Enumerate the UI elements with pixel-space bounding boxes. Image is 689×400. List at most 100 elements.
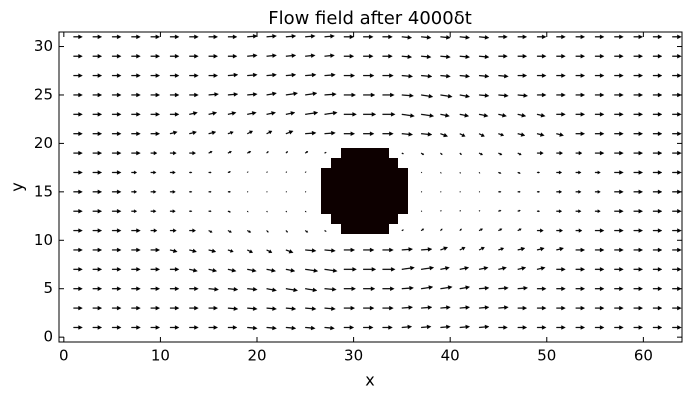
arrow [111, 92, 122, 98]
arrow [459, 285, 471, 290]
arrow [614, 73, 624, 78]
arrow [227, 72, 239, 78]
arrow [189, 171, 193, 174]
arrow [459, 54, 471, 59]
arrow [440, 266, 450, 271]
arrow [420, 152, 425, 156]
arrow [498, 171, 502, 174]
arrow [633, 305, 644, 311]
arrow [478, 285, 490, 291]
arrow [439, 210, 442, 212]
arrow [208, 325, 219, 330]
arrow [401, 324, 413, 330]
arrow [594, 325, 605, 330]
arrow [382, 73, 394, 78]
arrow [189, 92, 199, 98]
x-tick-label: 40 [441, 347, 460, 365]
arrow [227, 171, 232, 174]
arrow [517, 305, 528, 311]
arrow [672, 247, 682, 253]
arrow [363, 53, 374, 59]
arrow [440, 132, 449, 138]
arrow [517, 73, 528, 78]
x-tick-label: 10 [151, 347, 170, 365]
arrow [420, 265, 435, 271]
arrow [92, 325, 103, 330]
arrow [227, 210, 232, 213]
arrow [536, 190, 541, 193]
arrow [536, 150, 544, 156]
arrow [401, 93, 414, 98]
arrow [672, 208, 682, 214]
arrow [401, 285, 414, 291]
arrow [536, 171, 541, 174]
arrow [324, 151, 327, 154]
arrow [652, 189, 663, 195]
arrow [382, 53, 393, 59]
arrow [227, 268, 237, 273]
arrow [633, 150, 644, 156]
arrow [150, 228, 158, 233]
arrow [652, 286, 663, 291]
arrow [594, 305, 605, 311]
arrow [478, 305, 490, 310]
arrow [440, 54, 451, 59]
arrow [614, 325, 624, 330]
arrow [169, 286, 180, 291]
arrow [614, 228, 624, 233]
arrow [246, 171, 249, 174]
arrow [131, 34, 141, 40]
arrow [285, 151, 288, 154]
arrow [633, 228, 644, 233]
arrow [517, 132, 526, 137]
arrow [421, 305, 433, 310]
arrow [73, 267, 83, 272]
arrow [73, 325, 83, 330]
arrow [652, 92, 663, 98]
arrow [324, 130, 336, 136]
arrow [92, 53, 103, 59]
arrow [92, 150, 103, 156]
arrow [324, 110, 338, 116]
arrow [343, 286, 356, 291]
arrow [169, 150, 177, 156]
arrow [459, 266, 470, 271]
y-axis-label: y [8, 182, 27, 191]
arrow [305, 325, 316, 331]
arrow [556, 170, 563, 175]
arrow [401, 35, 413, 40]
arrow [536, 305, 547, 311]
arrow [594, 247, 605, 253]
arrow [498, 93, 509, 98]
arrow [208, 53, 219, 59]
arrow [169, 248, 178, 254]
arrow [439, 152, 443, 156]
arrow [440, 246, 449, 251]
arrow [92, 228, 103, 233]
arrow [150, 170, 157, 175]
arrow [150, 34, 161, 40]
arrow [382, 305, 394, 311]
arrow [421, 35, 432, 40]
arrow [208, 248, 217, 254]
arrow [208, 229, 213, 233]
arrow [363, 286, 376, 291]
arrow [111, 286, 122, 291]
arrow [421, 210, 423, 212]
arrow [459, 191, 462, 193]
arrow [266, 34, 277, 39]
arrow [227, 190, 232, 193]
arrow [324, 53, 335, 58]
arrow [324, 287, 337, 292]
arrow [517, 228, 522, 232]
arrow [459, 152, 462, 156]
arrow [150, 131, 161, 136]
arrow [363, 267, 377, 272]
arrow [614, 53, 624, 59]
arrow [304, 151, 309, 154]
arrow [208, 210, 212, 213]
arrow [672, 34, 682, 40]
arrow [189, 190, 193, 193]
arrow [285, 268, 296, 273]
arrow [92, 267, 103, 272]
